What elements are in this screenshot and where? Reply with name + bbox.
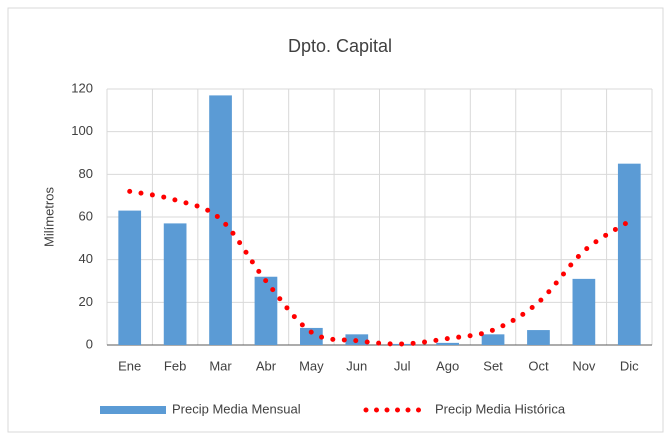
bar — [254, 276, 278, 345]
y-tick-label: 60 — [79, 208, 93, 223]
y-tick-label: 80 — [79, 166, 93, 181]
x-tick-label: Jul — [394, 358, 411, 373]
legend-label: Precip Media Histórica — [435, 401, 566, 416]
x-tick-label: May — [299, 358, 324, 373]
x-tick-label: Nov — [572, 358, 596, 373]
x-tick-label: Ago — [436, 358, 459, 373]
bar — [209, 95, 232, 346]
bar — [300, 327, 323, 345]
x-tick-label: Jun — [346, 358, 367, 373]
y-tick-label: 120 — [71, 80, 93, 95]
legend-swatch — [100, 406, 166, 414]
y-tick-label: 20 — [79, 294, 93, 309]
legend-label: Precip Media Mensual — [172, 401, 301, 416]
bar — [572, 278, 596, 345]
y-tick-label: 100 — [71, 123, 93, 138]
x-tick-label: Set — [483, 358, 503, 373]
bar — [527, 330, 550, 345]
bar — [163, 223, 187, 345]
bar — [118, 210, 142, 345]
x-tick-label: Mar — [209, 358, 232, 373]
x-tick-label: Dic — [620, 358, 639, 373]
y-axis-label: Milímetros — [41, 187, 56, 247]
x-tick-label: Ene — [118, 358, 141, 373]
bar — [617, 163, 641, 345]
chart-border — [7, 7, 664, 433]
x-tick-label: Oct — [528, 358, 549, 373]
line-series — [127, 188, 632, 347]
bar — [436, 342, 459, 345]
bar — [481, 334, 505, 345]
x-tick-label: Abr — [256, 358, 277, 373]
chart-title: Dpto. Capital — [288, 36, 392, 56]
y-tick-label: 0 — [86, 336, 93, 351]
x-tick-label: Feb — [164, 358, 186, 373]
y-tick-label: 40 — [79, 251, 93, 266]
